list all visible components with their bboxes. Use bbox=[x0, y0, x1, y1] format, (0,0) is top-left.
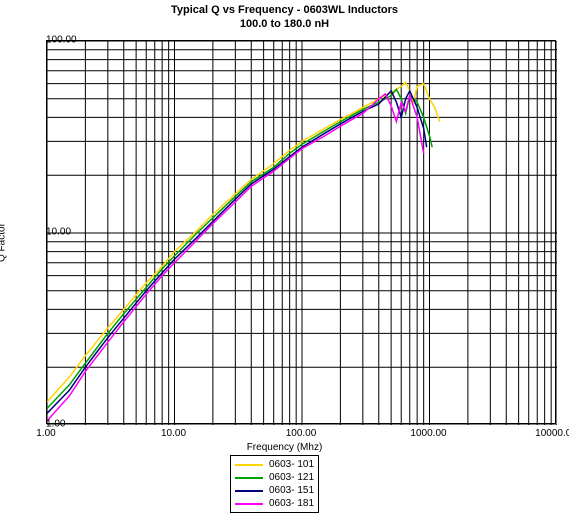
legend-label: 0603- 151 bbox=[269, 485, 314, 496]
legend-swatch bbox=[235, 490, 263, 492]
plot-area bbox=[46, 40, 556, 424]
x-axis-label: Frequency (Mhz) bbox=[0, 442, 569, 453]
legend-swatch bbox=[235, 503, 263, 505]
series-0603-121 bbox=[47, 89, 432, 408]
legend-item: 0603- 151 bbox=[235, 484, 314, 497]
chart-container: { "title_line1": "Typical Q vs Frequency… bbox=[0, 0, 569, 525]
chart-title-2: 100.0 to 180.0 nH bbox=[0, 18, 569, 30]
x-tick: 10000.00 bbox=[535, 428, 569, 439]
legend-label: 0603- 121 bbox=[269, 472, 314, 483]
y-axis-label: Q Factor bbox=[0, 223, 8, 262]
legend-swatch bbox=[235, 477, 263, 479]
legend-item: 0603- 181 bbox=[235, 497, 314, 510]
legend-label: 0603- 101 bbox=[269, 459, 314, 470]
x-tick: 10.00 bbox=[161, 428, 186, 439]
chart-title-1: Typical Q vs Frequency - 0603WL Inductor… bbox=[0, 4, 569, 16]
x-tick: 1.00 bbox=[36, 428, 55, 439]
legend-label: 0603- 181 bbox=[269, 498, 314, 509]
legend: 0603- 101 0603- 121 0603- 151 0603- 181 bbox=[230, 455, 319, 513]
legend-item: 0603- 121 bbox=[235, 471, 314, 484]
plot-svg bbox=[47, 41, 557, 425]
x-tick: 1000.00 bbox=[410, 428, 446, 439]
legend-item: 0603- 101 bbox=[235, 458, 314, 471]
legend-swatch bbox=[235, 464, 263, 466]
x-tick: 100.00 bbox=[286, 428, 317, 439]
